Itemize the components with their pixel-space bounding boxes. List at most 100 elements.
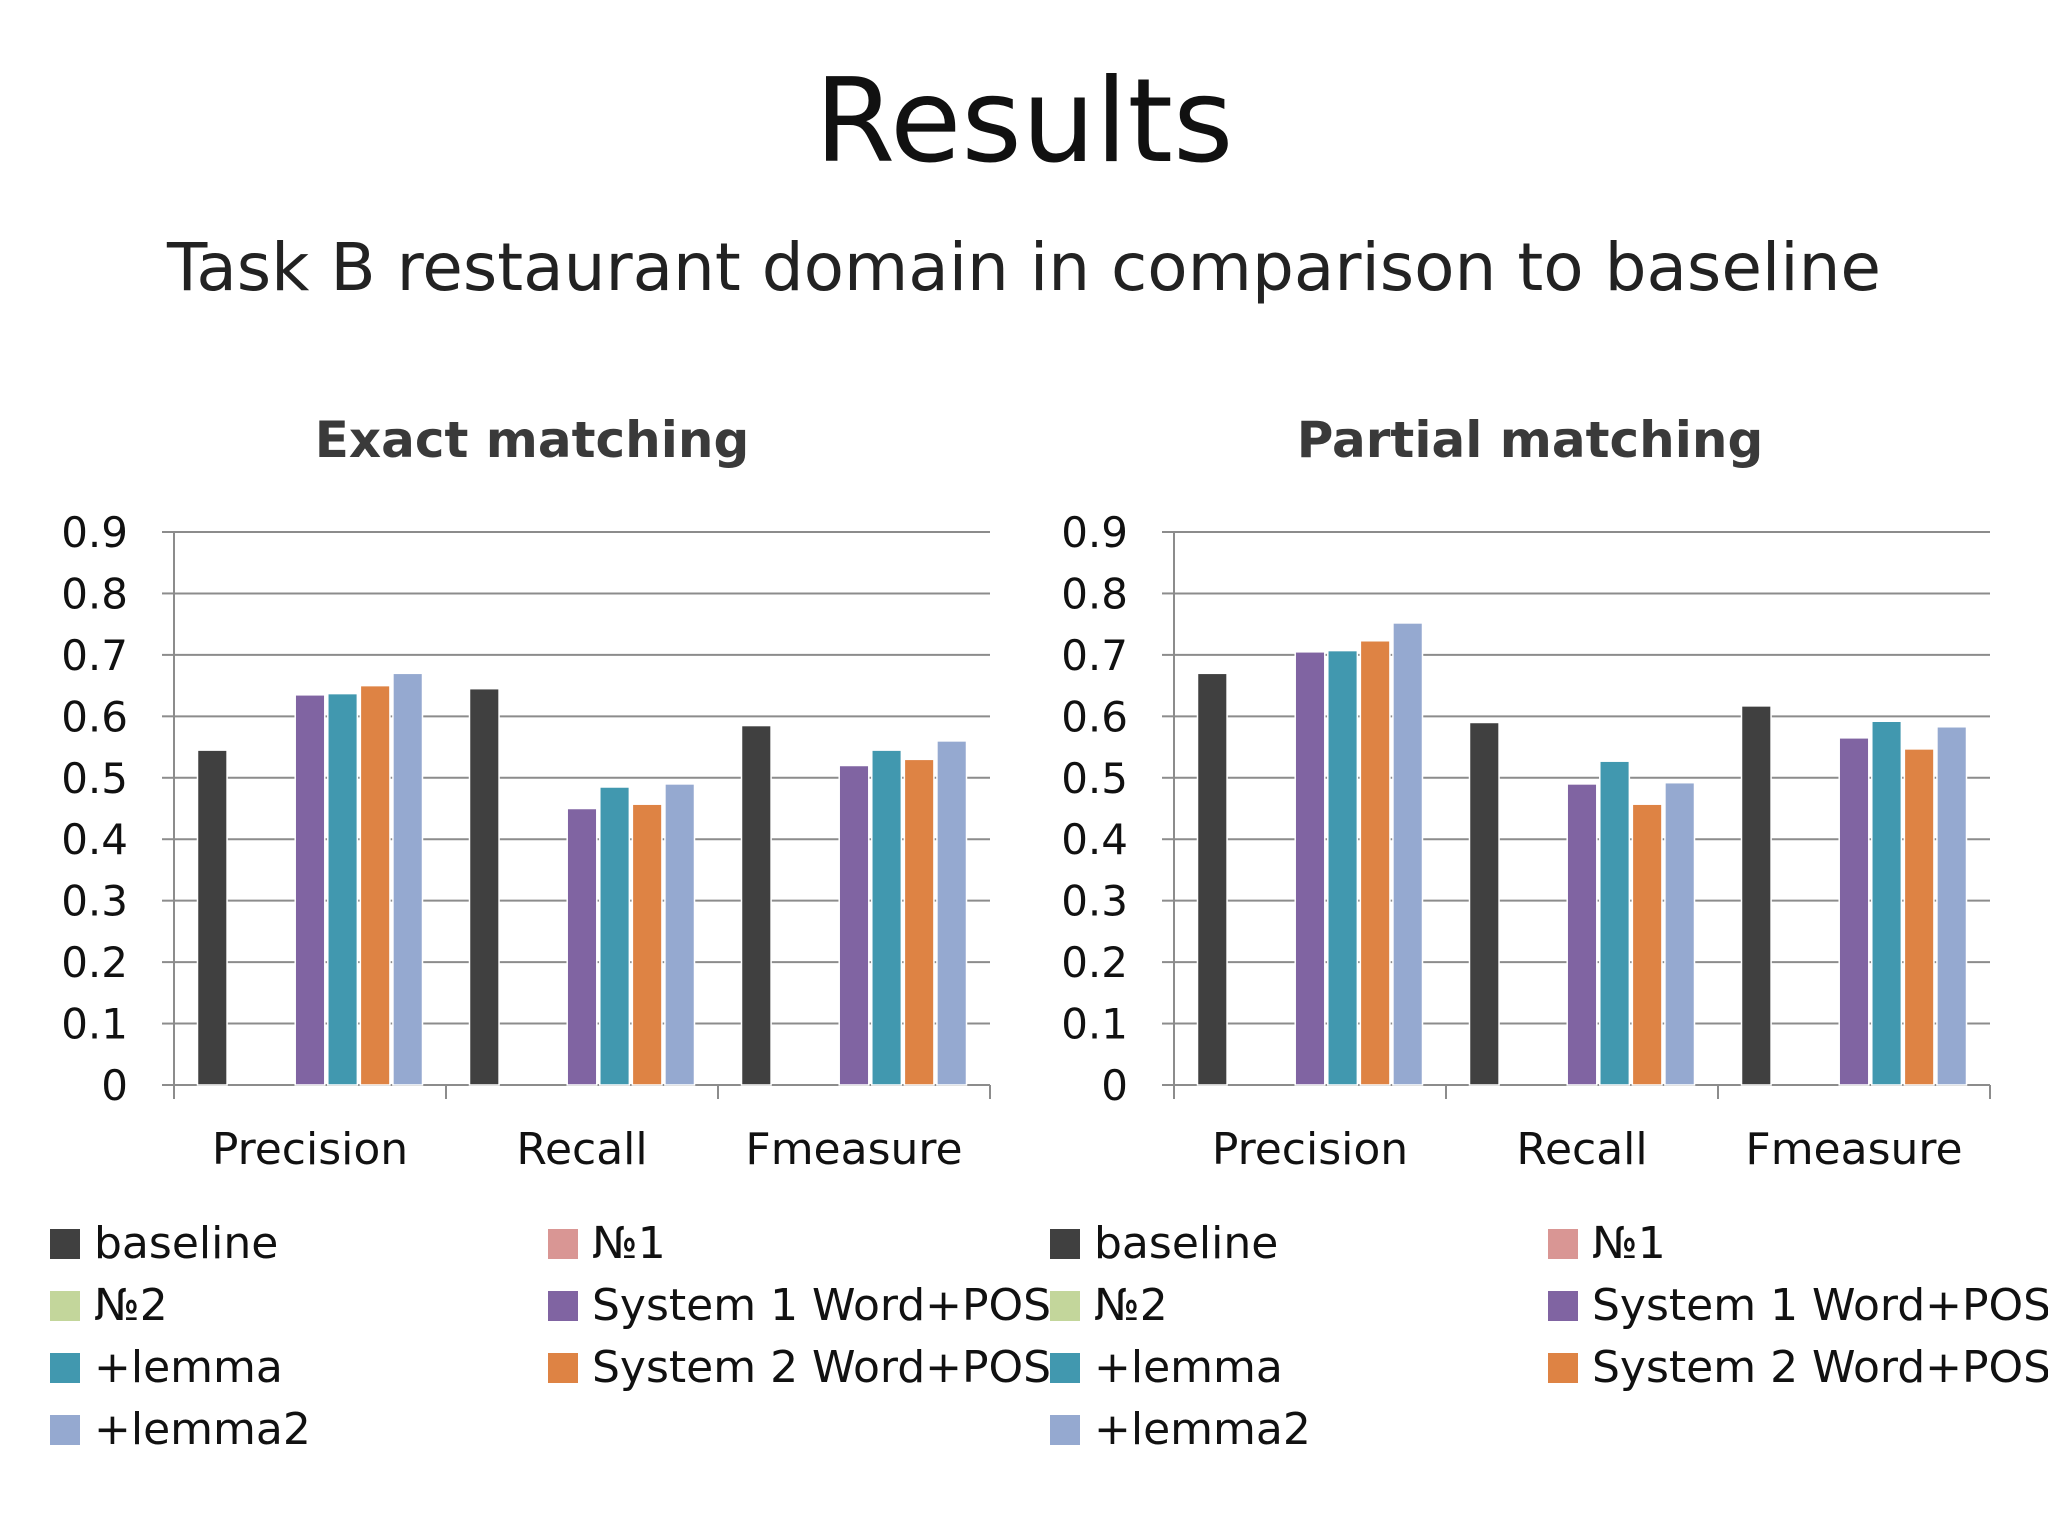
legend-item-partial-system2: System 2 Word+POS bbox=[1548, 1340, 2048, 1396]
bar-partial-fmeasure-lemma2 bbox=[1936, 726, 1968, 1086]
bar-exact-precision-lemma2 bbox=[392, 672, 424, 1086]
x-category-label: Recall bbox=[1516, 1124, 1647, 1175]
legend-item-partial-no2: №2 bbox=[1050, 1278, 1168, 1334]
bar-partial-recall-system1 bbox=[1566, 783, 1598, 1086]
bar-exact-fmeasure-system2 bbox=[903, 758, 935, 1086]
legend-swatch bbox=[50, 1415, 80, 1445]
legend-item-exact-lemma: +lemma bbox=[50, 1340, 283, 1396]
legend-label: System 1 Word+POS bbox=[1592, 1280, 2048, 1331]
legend-swatch bbox=[1548, 1353, 1578, 1383]
slide-title: Results bbox=[814, 54, 1234, 189]
legend-label: №2 bbox=[94, 1280, 168, 1331]
legend-swatch bbox=[1050, 1353, 1080, 1383]
y-tick-label: 0.6 bbox=[1061, 692, 1128, 741]
legend-label: №1 bbox=[1592, 1218, 1666, 1269]
y-tick-label: 0.4 bbox=[1061, 815, 1128, 864]
x-category-label: Recall bbox=[516, 1124, 647, 1175]
bar-partial-precision-lemma2 bbox=[1392, 622, 1424, 1086]
legend-swatch bbox=[1050, 1229, 1080, 1259]
legend-label: №1 bbox=[592, 1218, 666, 1269]
bar-partial-recall-lemma bbox=[1599, 760, 1631, 1086]
y-tick-label: 0.7 bbox=[61, 631, 128, 680]
legend-label: System 1 Word+POS bbox=[592, 1280, 1052, 1331]
legend-item-exact-no2: №2 bbox=[50, 1278, 168, 1334]
y-tick-label: 0.2 bbox=[61, 938, 128, 987]
bar-exact-recall-baseline bbox=[468, 687, 500, 1086]
x-category-label: Fmeasure bbox=[745, 1124, 962, 1175]
legend-item-exact-system2: System 2 Word+POS bbox=[548, 1340, 1051, 1396]
bar-partial-precision-system2 bbox=[1359, 640, 1391, 1086]
bar-partial-fmeasure-system1 bbox=[1838, 737, 1870, 1086]
legend-swatch bbox=[50, 1229, 80, 1259]
y-tick-label: 0.5 bbox=[61, 754, 128, 803]
legend-swatch bbox=[1548, 1291, 1578, 1321]
bar-partial-precision-lemma bbox=[1327, 649, 1359, 1086]
legend-item-partial-lemma: +lemma bbox=[1050, 1340, 1283, 1396]
y-tick-label: 0.6 bbox=[61, 692, 128, 741]
legend-swatch bbox=[548, 1353, 578, 1383]
bar-exact-fmeasure-lemma2 bbox=[936, 740, 968, 1086]
legend-item-exact-system1: System 1 Word+POS bbox=[548, 1278, 1051, 1334]
legend-label: +lemma2 bbox=[1094, 1404, 1311, 1455]
bar-partial-recall-system2 bbox=[1631, 803, 1663, 1086]
legend-swatch bbox=[1050, 1415, 1080, 1445]
bar-partial-precision-baseline bbox=[1196, 672, 1228, 1086]
legend-swatch bbox=[548, 1229, 578, 1259]
legend-label: baseline bbox=[1094, 1218, 1279, 1269]
bar-partial-precision-system1 bbox=[1294, 651, 1326, 1086]
y-tick-label: 0.9 bbox=[61, 508, 128, 557]
bar-exact-precision-baseline bbox=[196, 749, 228, 1086]
y-tick-label: 0.9 bbox=[1061, 508, 1128, 557]
legend-item-partial-system1: System 1 Word+POS bbox=[1548, 1278, 2048, 1334]
y-tick-label: 0.3 bbox=[1061, 877, 1128, 926]
y-tick-label: 0.1 bbox=[61, 1000, 128, 1049]
bar-exact-fmeasure-system1 bbox=[838, 764, 870, 1086]
bar-exact-precision-system1 bbox=[294, 694, 326, 1086]
legend-swatch bbox=[1548, 1229, 1578, 1259]
legend-label: baseline bbox=[94, 1218, 279, 1269]
legend-item-partial-lemma2: +lemma2 bbox=[1050, 1402, 1311, 1458]
bar-exact-precision-lemma bbox=[327, 692, 359, 1086]
bar-exact-precision-system2 bbox=[359, 684, 391, 1086]
x-category-label: Precision bbox=[1212, 1124, 1408, 1175]
legend-label: System 2 Word+POS bbox=[1592, 1342, 2048, 1393]
legend-swatch bbox=[548, 1291, 578, 1321]
bar-exact-fmeasure-baseline bbox=[740, 724, 772, 1086]
legend-item-exact-no1: №1 bbox=[548, 1216, 666, 1272]
bar-partial-fmeasure-system2 bbox=[1903, 748, 1935, 1086]
bar-partial-fmeasure-lemma bbox=[1871, 720, 1903, 1086]
legend-label: №2 bbox=[1094, 1280, 1168, 1331]
x-category-label: Fmeasure bbox=[1745, 1124, 1962, 1175]
legend-item-partial-baseline: baseline bbox=[1050, 1216, 1278, 1272]
bar-exact-fmeasure-lemma bbox=[871, 749, 903, 1086]
legend-swatch bbox=[1050, 1291, 1080, 1321]
y-tick-label: 0.1 bbox=[1061, 1000, 1128, 1049]
bar-partial-fmeasure-baseline bbox=[1740, 705, 1772, 1086]
slide-subtitle: Task B restaurant domain in comparison t… bbox=[166, 229, 1882, 306]
y-tick-label: 0.4 bbox=[61, 815, 128, 864]
bar-exact-recall-system1 bbox=[566, 807, 598, 1086]
bar-partial-recall-lemma2 bbox=[1664, 781, 1696, 1086]
y-tick-label: 0.7 bbox=[1061, 631, 1128, 680]
legend-item-exact-baseline: baseline bbox=[50, 1216, 278, 1272]
chart-title-partial: Partial matching bbox=[1296, 411, 1764, 469]
legend-swatch bbox=[50, 1291, 80, 1321]
y-tick-label: 0.5 bbox=[1061, 754, 1128, 803]
x-category-label: Precision bbox=[212, 1124, 408, 1175]
legend-label: +lemma bbox=[94, 1342, 283, 1393]
bar-exact-recall-lemma bbox=[599, 786, 631, 1086]
y-tick-label: 0 bbox=[1101, 1061, 1128, 1110]
y-tick-label: 0.2 bbox=[1061, 938, 1128, 987]
legend-swatch bbox=[50, 1353, 80, 1383]
chart-title-exact: Exact matching bbox=[314, 411, 750, 469]
legend-label: +lemma bbox=[1094, 1342, 1283, 1393]
bar-exact-recall-system2 bbox=[631, 803, 663, 1086]
legend-label: System 2 Word+POS bbox=[592, 1342, 1052, 1393]
legend-item-partial-no1: №1 bbox=[1548, 1216, 1666, 1272]
y-tick-label: 0.8 bbox=[1061, 569, 1128, 618]
y-tick-label: 0.3 bbox=[61, 877, 128, 926]
y-tick-label: 0 bbox=[101, 1061, 128, 1110]
bar-partial-recall-baseline bbox=[1468, 721, 1500, 1086]
legend-item-exact-lemma2: +lemma2 bbox=[50, 1402, 311, 1458]
